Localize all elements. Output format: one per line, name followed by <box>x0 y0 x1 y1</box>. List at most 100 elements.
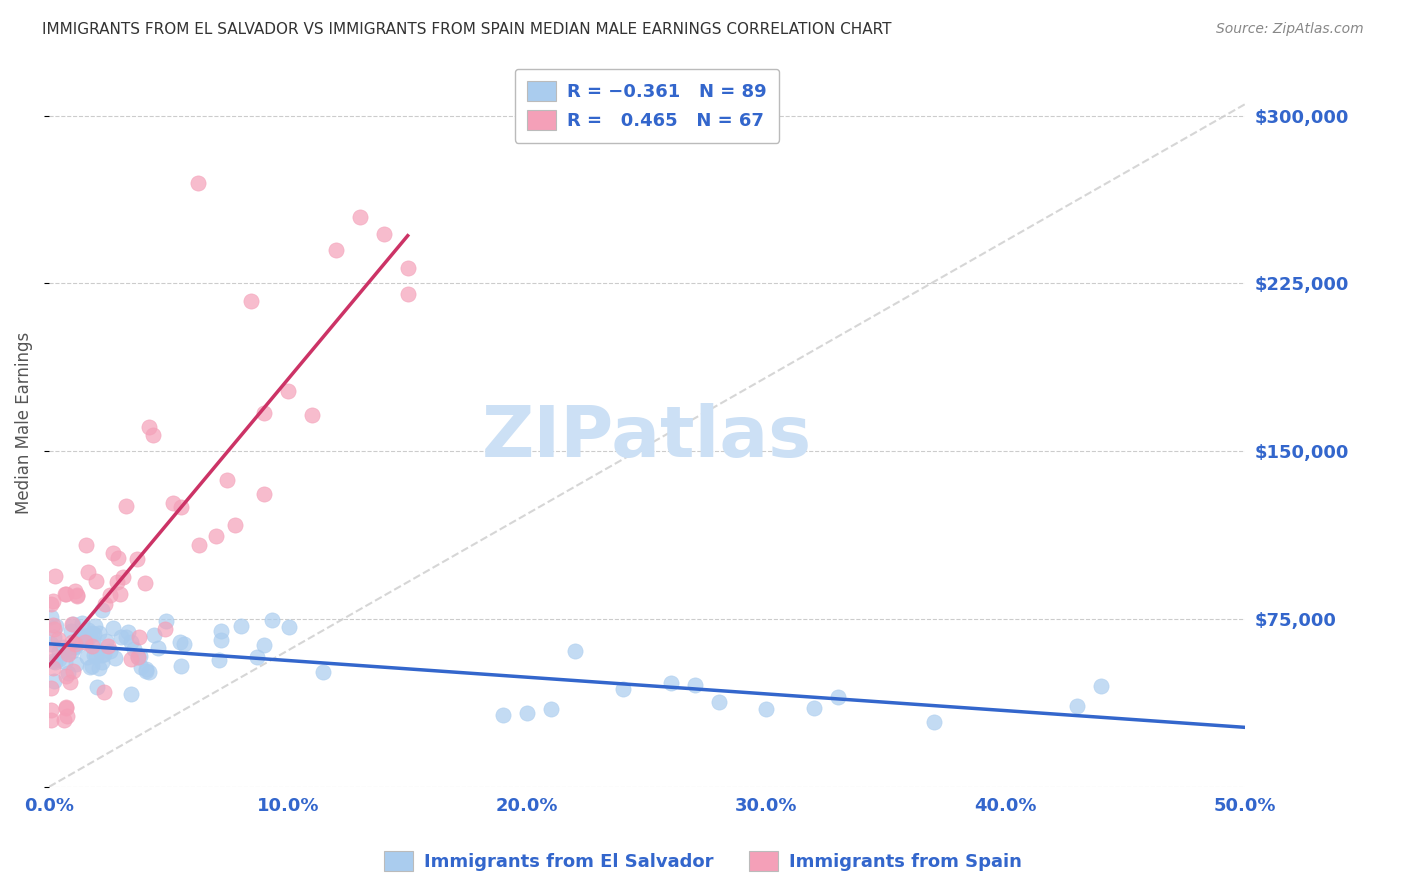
Point <box>301 409 323 423</box>
Point <box>91 648 114 662</box>
Point <box>58 647 80 661</box>
Point <box>325 244 347 258</box>
Point <box>124 642 146 657</box>
Point <box>45 619 67 633</box>
Point <box>209 624 232 639</box>
Point <box>52 713 75 727</box>
Point <box>239 294 262 309</box>
Point <box>48 644 70 658</box>
Point <box>41 703 63 717</box>
Point <box>922 714 945 729</box>
Point <box>146 641 169 656</box>
Point <box>55 699 77 714</box>
Point <box>41 618 63 632</box>
Point <box>112 570 135 584</box>
Point <box>84 648 107 663</box>
Point <box>77 565 100 579</box>
Point <box>60 624 83 638</box>
Point <box>56 645 79 659</box>
Point <box>138 420 160 434</box>
Point <box>41 646 63 660</box>
Point <box>91 655 114 669</box>
Point <box>62 617 84 632</box>
Point <box>107 551 129 566</box>
Point <box>187 538 209 552</box>
Point <box>253 487 276 501</box>
Point <box>103 622 125 636</box>
Point <box>83 619 105 633</box>
Point <box>83 648 105 662</box>
Point <box>72 630 94 644</box>
Point <box>110 630 132 644</box>
Point <box>91 603 114 617</box>
Point <box>75 635 97 649</box>
Point <box>120 687 142 701</box>
Point <box>46 632 69 646</box>
Point <box>72 635 94 649</box>
Point <box>65 584 87 599</box>
Point <box>52 640 75 654</box>
Point <box>129 648 152 663</box>
Point <box>44 655 66 669</box>
Point <box>120 634 142 648</box>
Point <box>55 701 77 715</box>
Point <box>60 644 83 658</box>
Point <box>492 708 515 723</box>
Point <box>60 616 83 631</box>
Point <box>803 700 825 714</box>
Point <box>41 637 63 651</box>
Point <box>76 650 98 665</box>
Point <box>105 575 128 590</box>
Point <box>683 678 706 692</box>
Point <box>55 669 77 683</box>
Point <box>70 615 93 630</box>
Point <box>69 631 91 645</box>
Point <box>312 665 335 680</box>
Point <box>127 551 149 566</box>
Legend: Immigrants from El Salvador, Immigrants from Spain: Immigrants from El Salvador, Immigrants … <box>377 844 1029 879</box>
Point <box>224 518 246 533</box>
Point <box>83 627 105 641</box>
Point <box>215 473 238 487</box>
Point <box>41 610 63 624</box>
Point <box>142 428 165 442</box>
Point <box>42 630 65 644</box>
Point <box>262 613 284 627</box>
Point <box>135 665 157 679</box>
Point <box>87 661 110 675</box>
Point <box>98 588 121 602</box>
Point <box>41 598 63 612</box>
Point <box>79 660 101 674</box>
Point <box>82 636 104 650</box>
Point <box>55 586 77 600</box>
Point <box>76 632 98 647</box>
Point <box>65 640 87 654</box>
Point <box>187 176 209 190</box>
Point <box>396 261 419 276</box>
Point <box>77 623 100 637</box>
Point <box>65 640 87 654</box>
Point <box>205 529 228 543</box>
Point <box>128 630 150 644</box>
Point <box>75 538 97 552</box>
Point <box>44 673 66 688</box>
Point <box>135 662 157 676</box>
Point <box>373 227 395 241</box>
Point <box>173 637 195 651</box>
Point <box>59 674 82 689</box>
Point <box>82 658 104 673</box>
Point <box>659 676 682 690</box>
Point <box>612 682 634 697</box>
Point <box>1066 698 1088 713</box>
Point <box>63 637 86 651</box>
Point <box>277 384 299 399</box>
Point <box>62 664 84 678</box>
Text: Source: ZipAtlas.com: Source: ZipAtlas.com <box>1216 22 1364 37</box>
Point <box>143 628 166 642</box>
Point <box>55 642 77 657</box>
Point <box>93 684 115 698</box>
Point <box>755 702 778 716</box>
Point <box>70 629 93 643</box>
Point <box>707 695 730 709</box>
Point <box>208 653 231 667</box>
